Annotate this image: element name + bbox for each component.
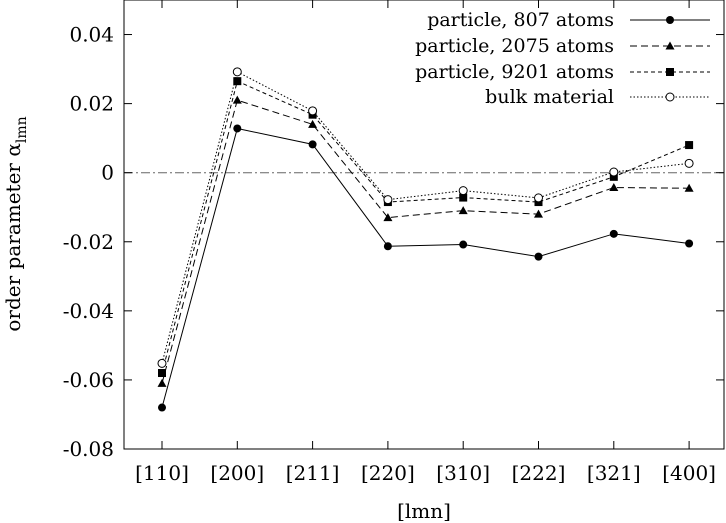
plot-frame: [123, 0, 725, 450]
series-line: [161, 127, 690, 408]
y-tick-label: 0: [101, 161, 114, 185]
legend-marker: [665, 41, 675, 50]
legend-entry: particle, 2075 atoms: [415, 35, 710, 57]
legend-label: bulk material: [485, 86, 614, 108]
legend-marker: [666, 16, 674, 24]
axis-ticks: [124, 0, 724, 450]
data-point: [232, 95, 242, 104]
data-point: [458, 186, 468, 196]
legend-entry: particle, 9201 atoms: [415, 61, 710, 83]
series-line: [161, 71, 690, 364]
series-2: [157, 95, 694, 387]
legend: particle, 807 atoms particle, 2075 atoms p…: [415, 9, 710, 108]
x-tick-label: [400]: [662, 461, 716, 485]
legend-entry: particle, 807 atoms: [427, 9, 710, 31]
data-point: [459, 193, 468, 202]
x-tick-label: [200]: [210, 461, 264, 485]
legend-entry: bulk material: [485, 86, 710, 108]
y-tick-label: 0.02: [69, 92, 114, 116]
data-point: [685, 239, 694, 248]
data-point: [308, 106, 318, 116]
data-point: [534, 252, 543, 261]
legend-marker: [665, 92, 675, 102]
data-point: [609, 167, 619, 177]
data-point: [685, 141, 694, 150]
legend-label: particle, 2075 atoms: [415, 35, 614, 57]
y-tick-label: 0.04: [69, 23, 114, 47]
y-tick-labels: -0.08 -0.06 -0.04 -0.02 0 0.02 0.04: [63, 23, 114, 461]
y-tick-label: -0.06: [63, 368, 114, 392]
data-point: [684, 158, 694, 168]
data-point: [308, 140, 317, 149]
data-point: [232, 67, 242, 77]
series-group: [157, 67, 694, 412]
data-point: [459, 240, 468, 249]
y-axis-label: order parameter αlmn: [1, 116, 30, 331]
data-point: [308, 119, 318, 128]
series-line: [161, 80, 690, 374]
legend-label: particle, 807 atoms: [427, 9, 614, 31]
data-point: [458, 206, 468, 215]
legend-label: particle, 9201 atoms: [415, 61, 614, 83]
data-point: [233, 77, 242, 86]
data-point: [684, 183, 694, 192]
series-line: [161, 99, 690, 384]
data-point: [158, 403, 166, 412]
data-point: [609, 229, 618, 238]
data-point: [534, 193, 543, 203]
y-tick-label: -0.02: [63, 230, 114, 254]
x-tick-label: [220]: [361, 461, 415, 485]
data-point: [609, 172, 618, 181]
x-tick-label: [110]: [135, 461, 189, 485]
data-point: [157, 358, 167, 368]
data-point: [534, 209, 543, 218]
series-4: [157, 67, 694, 368]
x-tick-label: [321]: [587, 461, 641, 485]
y-tick-label: -0.04: [63, 299, 114, 323]
legend-marker: [666, 68, 674, 76]
data-point: [157, 378, 167, 387]
y-axis-label-main: order parameter α: [1, 143, 25, 331]
data-point: [609, 183, 619, 192]
series-3: [158, 77, 694, 378]
series-1: [158, 124, 694, 412]
x-tick-label: [222]: [512, 461, 566, 485]
x-tick-label: [211]: [286, 461, 340, 485]
x-tick-label: [310]: [436, 461, 490, 485]
data-point: [383, 213, 393, 222]
x-tick-labels: [110] [200] [211] [220] [310] [222] [321] [400]: [135, 461, 716, 485]
data-point: [233, 124, 242, 133]
data-point: [158, 369, 166, 378]
data-point: [383, 242, 392, 251]
data-point: [383, 195, 393, 205]
x-axis-label: [lmn]: [397, 499, 451, 523]
y-tick-label: -0.08: [63, 437, 114, 461]
y-axis-label-subscript: lmn: [14, 116, 30, 143]
